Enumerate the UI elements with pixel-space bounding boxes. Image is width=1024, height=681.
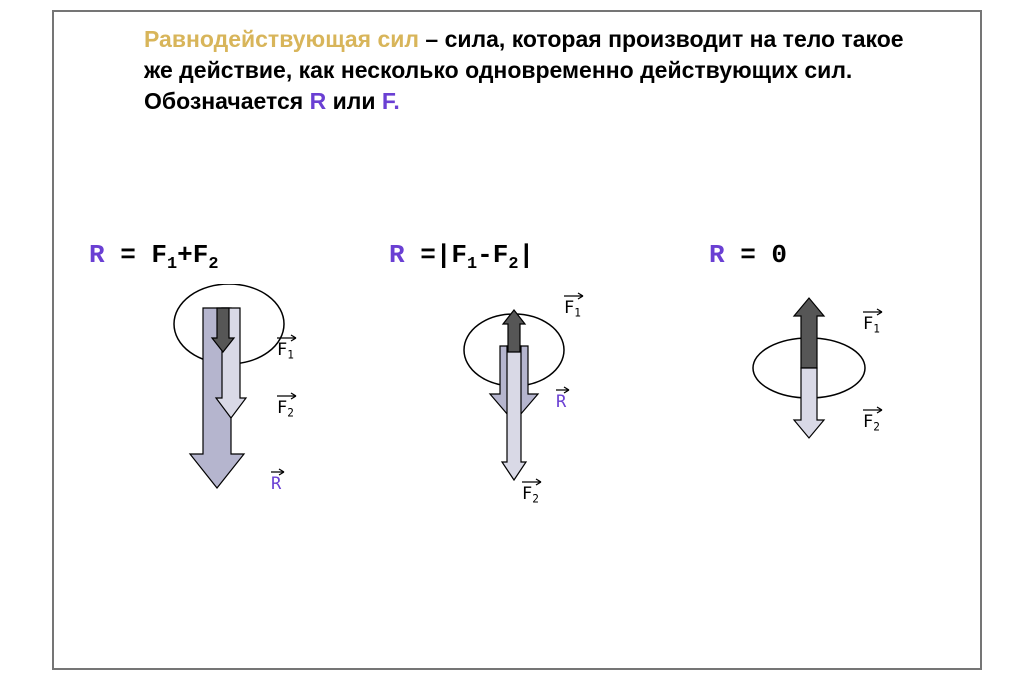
vector-overarrow-icon: [276, 392, 302, 400]
f2-R: R: [389, 240, 405, 270]
f2-m: -F: [477, 240, 508, 270]
f2-a: =|F: [405, 240, 467, 270]
sym-F: F.: [382, 88, 400, 114]
heading-or: или: [326, 88, 382, 114]
diagram-3: F1 F2: [699, 284, 919, 504]
f1-R: R: [89, 240, 105, 270]
heading-text: Равнодействующая сил – сила, которая про…: [144, 24, 924, 117]
vector-label-F: F1: [277, 340, 294, 361]
term: Равнодействующая сил: [144, 26, 419, 52]
f3-a: = 0: [725, 240, 787, 270]
vector-overarrow-icon: [862, 406, 888, 414]
vector-label-F: F2: [522, 484, 539, 505]
diagram-svg: [119, 284, 339, 544]
f1-s1: 1: [167, 255, 177, 274]
formula-3: R = 0: [709, 240, 787, 270]
vector-label-F: F2: [863, 412, 880, 433]
formula-2: R =|F1-F2|: [389, 240, 534, 274]
f1-s2: 2: [208, 255, 218, 274]
f1-a: = F: [105, 240, 167, 270]
vector-label-F: F2: [277, 398, 294, 419]
f1-m: +F: [177, 240, 208, 270]
f2-s1: 1: [467, 255, 477, 274]
diagram-2: F1 F2 R: [414, 284, 634, 524]
slide-frame: Равнодействующая сил – сила, которая про…: [52, 10, 982, 670]
f2-s2: 2: [508, 255, 518, 274]
vector-overarrow-icon: [862, 308, 888, 316]
vector-overarrow-icon: [276, 334, 302, 342]
vector-overarrow-icon: [555, 386, 575, 394]
vector-label-R: R: [271, 474, 281, 494]
vector-overarrow-icon: [563, 292, 589, 300]
f2-e: |: [519, 240, 535, 270]
diagram-svg: [699, 284, 919, 504]
vector-overarrow-icon: [270, 468, 290, 476]
vector-label-R: R: [556, 392, 566, 412]
formula-1: R = F1+F2: [89, 240, 219, 274]
f3-R: R: [709, 240, 725, 270]
vector-label-F: F1: [863, 314, 880, 335]
diagram-1: F1 F2 R: [119, 284, 339, 544]
vector-overarrow-icon: [521, 478, 547, 486]
sym-R: R: [310, 88, 327, 114]
vector-label-F: F1: [564, 298, 581, 319]
